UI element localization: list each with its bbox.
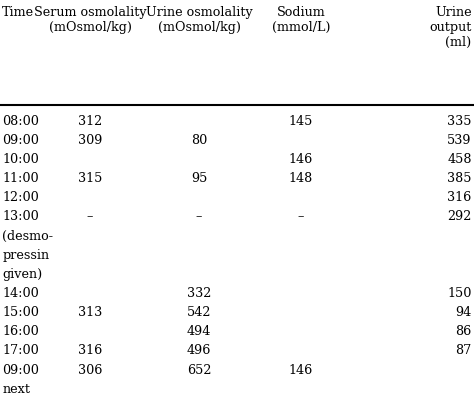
Text: 87: 87 xyxy=(456,344,472,357)
Text: 652: 652 xyxy=(187,363,211,376)
Text: 494: 494 xyxy=(187,325,211,338)
Text: 458: 458 xyxy=(447,153,472,166)
Text: 16:00: 16:00 xyxy=(2,325,39,338)
Text: 316: 316 xyxy=(78,344,102,357)
Text: 146: 146 xyxy=(289,153,313,166)
Text: 292: 292 xyxy=(447,210,472,223)
Text: 306: 306 xyxy=(78,363,102,376)
Text: 10:00: 10:00 xyxy=(2,153,39,166)
Text: Urine osmolality
(mOsmol/kg): Urine osmolality (mOsmol/kg) xyxy=(146,6,253,34)
Text: 316: 316 xyxy=(447,191,472,204)
Text: 542: 542 xyxy=(187,306,211,319)
Text: Sodium
(mmol/L): Sodium (mmol/L) xyxy=(272,6,330,34)
Text: 08:00: 08:00 xyxy=(2,115,39,128)
Text: 313: 313 xyxy=(78,306,102,319)
Text: 11:00: 11:00 xyxy=(2,172,39,185)
Text: 09:00: 09:00 xyxy=(2,134,39,147)
Text: 496: 496 xyxy=(187,344,211,357)
Text: 17:00: 17:00 xyxy=(2,344,39,357)
Text: 15:00: 15:00 xyxy=(2,306,39,319)
Text: 86: 86 xyxy=(456,325,472,338)
Text: 146: 146 xyxy=(289,363,313,376)
Text: 312: 312 xyxy=(78,115,102,128)
Text: 13:00: 13:00 xyxy=(2,210,39,223)
Text: (desmo-: (desmo- xyxy=(2,229,54,243)
Text: 14:00: 14:00 xyxy=(2,287,39,300)
Text: 335: 335 xyxy=(447,115,472,128)
Text: given): given) xyxy=(2,268,43,281)
Text: Serum osmolality
(mOsmol/kg): Serum osmolality (mOsmol/kg) xyxy=(34,6,146,34)
Text: –: – xyxy=(87,210,93,223)
Text: Time: Time xyxy=(2,6,35,19)
Text: 94: 94 xyxy=(456,306,472,319)
Text: 309: 309 xyxy=(78,134,102,147)
Text: pressin: pressin xyxy=(2,249,49,261)
Text: –: – xyxy=(298,210,304,223)
Text: 09:00: 09:00 xyxy=(2,363,39,376)
Text: 315: 315 xyxy=(78,172,102,185)
Text: next: next xyxy=(2,383,30,395)
Text: 95: 95 xyxy=(191,172,207,185)
Text: 80: 80 xyxy=(191,134,207,147)
Text: 332: 332 xyxy=(187,287,211,300)
Text: 148: 148 xyxy=(289,172,313,185)
Text: Urine
output
(ml): Urine output (ml) xyxy=(429,6,472,49)
Text: 12:00: 12:00 xyxy=(2,191,39,204)
Text: –: – xyxy=(196,210,202,223)
Text: 150: 150 xyxy=(447,287,472,300)
Text: 145: 145 xyxy=(289,115,313,128)
Text: 539: 539 xyxy=(447,134,472,147)
Text: 385: 385 xyxy=(447,172,472,185)
